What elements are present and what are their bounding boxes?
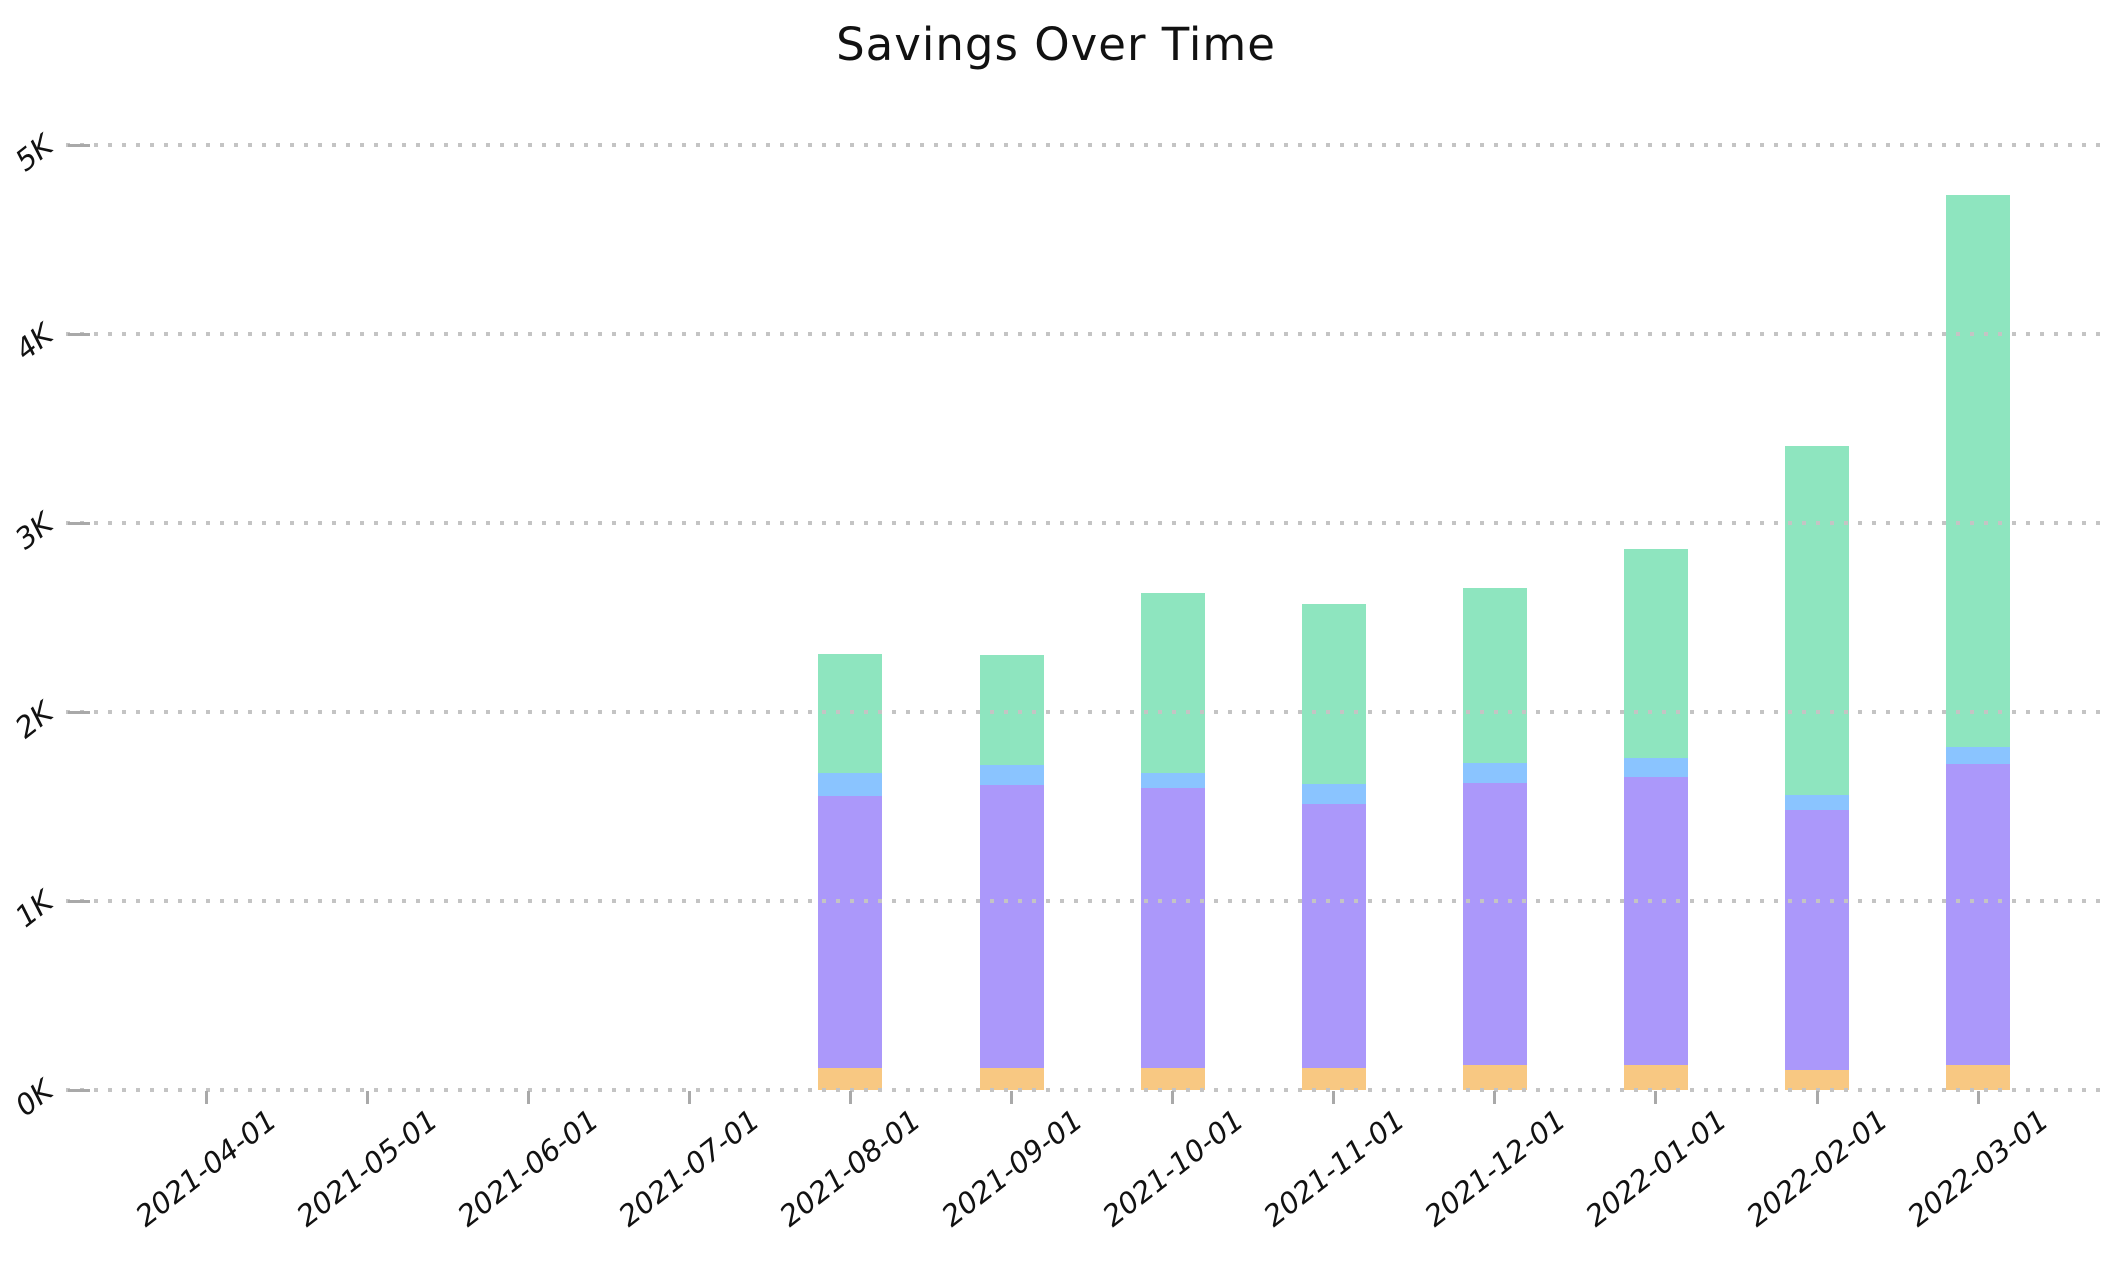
bar-2021-10-01-purple-segment bbox=[1140, 787, 1205, 1069]
bar-2022-01-01-blue-segment bbox=[1623, 757, 1688, 777]
bar-2022-03-01-blue-segment bbox=[1946, 747, 2011, 764]
y-tick bbox=[68, 899, 90, 903]
bar-2021-09-01-green-segment bbox=[979, 654, 1044, 765]
y-tick-label: 5K bbox=[8, 128, 60, 178]
x-tick-label: 2021-11-01 bbox=[1256, 1102, 1411, 1234]
bar-2021-08-01-orange-segment bbox=[818, 1068, 883, 1090]
x-tick-label: 2021-07-01 bbox=[612, 1102, 767, 1234]
bar-2022-01-01-purple-segment bbox=[1623, 776, 1688, 1066]
gridline-0K bbox=[66, 1088, 2106, 1092]
x-tick bbox=[365, 1091, 369, 1104]
y-tick bbox=[68, 710, 90, 714]
x-tick bbox=[1493, 1091, 1497, 1104]
x-tick bbox=[1654, 1091, 1658, 1104]
bar-2021-09-01-purple-segment bbox=[979, 785, 1044, 1068]
gridline-4K bbox=[66, 332, 2106, 336]
y-tick bbox=[68, 1088, 90, 1092]
bar-2021-09-01-orange-segment bbox=[979, 1067, 1044, 1090]
x-tick bbox=[1815, 1091, 1819, 1104]
bar-2021-11-01-blue-segment bbox=[1301, 783, 1366, 804]
x-tick-label: 2021-04-01 bbox=[129, 1102, 283, 1234]
chart-title: Savings Over Time bbox=[836, 18, 1276, 71]
bar-2022-03-01-green-segment bbox=[1946, 194, 2011, 748]
x-tick-label: 2021-05-01 bbox=[290, 1102, 444, 1234]
bar-2022-03-01-orange-segment bbox=[1946, 1065, 2011, 1090]
bar-2021-10-01-orange-segment bbox=[1140, 1068, 1205, 1090]
bar-2021-09-01-blue-segment bbox=[979, 764, 1044, 786]
x-tick bbox=[1332, 1091, 1336, 1104]
y-tick bbox=[68, 332, 90, 336]
bar-2021-10-01-blue-segment bbox=[1140, 772, 1205, 788]
x-tick bbox=[1976, 1091, 1980, 1104]
x-tick bbox=[687, 1091, 691, 1104]
y-tick bbox=[68, 521, 90, 525]
gridline-3K bbox=[66, 521, 2106, 525]
bar-2022-03-01-purple-segment bbox=[1946, 763, 2011, 1066]
bar-2021-11-01-purple-segment bbox=[1301, 803, 1366, 1068]
x-tick-label: 2021-10-01 bbox=[1095, 1102, 1250, 1234]
gridline-1K bbox=[66, 899, 2106, 903]
bar-2021-12-01-orange-segment bbox=[1462, 1065, 1527, 1090]
x-tick-label: 2022-02-01 bbox=[1740, 1102, 1894, 1234]
bar-2022-02-01-blue-segment bbox=[1785, 795, 1849, 811]
x-tick-label: 2021-09-01 bbox=[934, 1102, 1089, 1234]
bar-2021-11-01-green-segment bbox=[1301, 604, 1366, 784]
x-tick bbox=[848, 1091, 852, 1104]
bar-2022-02-01-purple-segment bbox=[1785, 810, 1849, 1071]
x-tick-label: 2021-06-01 bbox=[451, 1102, 606, 1234]
x-tick bbox=[1010, 1091, 1013, 1104]
y-tick-label: 1K bbox=[8, 884, 60, 934]
gridline-5K bbox=[66, 143, 2106, 147]
bar-2021-10-01-green-segment bbox=[1140, 593, 1205, 773]
y-tick-label: 4K bbox=[8, 317, 60, 367]
bar-2021-08-01-blue-segment bbox=[818, 772, 883, 797]
y-tick-label: 2K bbox=[8, 695, 60, 745]
bar-2021-08-01-purple-segment bbox=[818, 796, 883, 1069]
bar-2021-12-01-blue-segment bbox=[1462, 763, 1527, 784]
x-tick-label: 2022-03-01 bbox=[1901, 1102, 2055, 1234]
bar-2022-02-01-orange-segment bbox=[1785, 1070, 1849, 1090]
bar-2021-11-01-orange-segment bbox=[1301, 1067, 1366, 1090]
gridline-2K bbox=[66, 710, 2106, 714]
bar-2021-12-01-green-segment bbox=[1462, 588, 1527, 764]
bar-2022-02-01-green-segment bbox=[1785, 445, 1849, 796]
bar-2021-12-01-purple-segment bbox=[1462, 783, 1527, 1066]
x-tick-label: 2021-08-01 bbox=[773, 1102, 928, 1234]
x-tick bbox=[204, 1091, 208, 1104]
x-tick-label: 2021-12-01 bbox=[1417, 1102, 1572, 1234]
y-tick-label: 0K bbox=[8, 1073, 60, 1123]
x-tick bbox=[1171, 1091, 1175, 1104]
y-tick-label: 3K bbox=[8, 506, 60, 556]
bar-2022-01-01-orange-segment bbox=[1623, 1065, 1688, 1090]
x-tick bbox=[526, 1091, 530, 1104]
bar-2022-01-01-green-segment bbox=[1623, 549, 1688, 758]
x-tick-label: 2022-01-01 bbox=[1579, 1102, 1733, 1234]
y-tick bbox=[68, 143, 90, 147]
